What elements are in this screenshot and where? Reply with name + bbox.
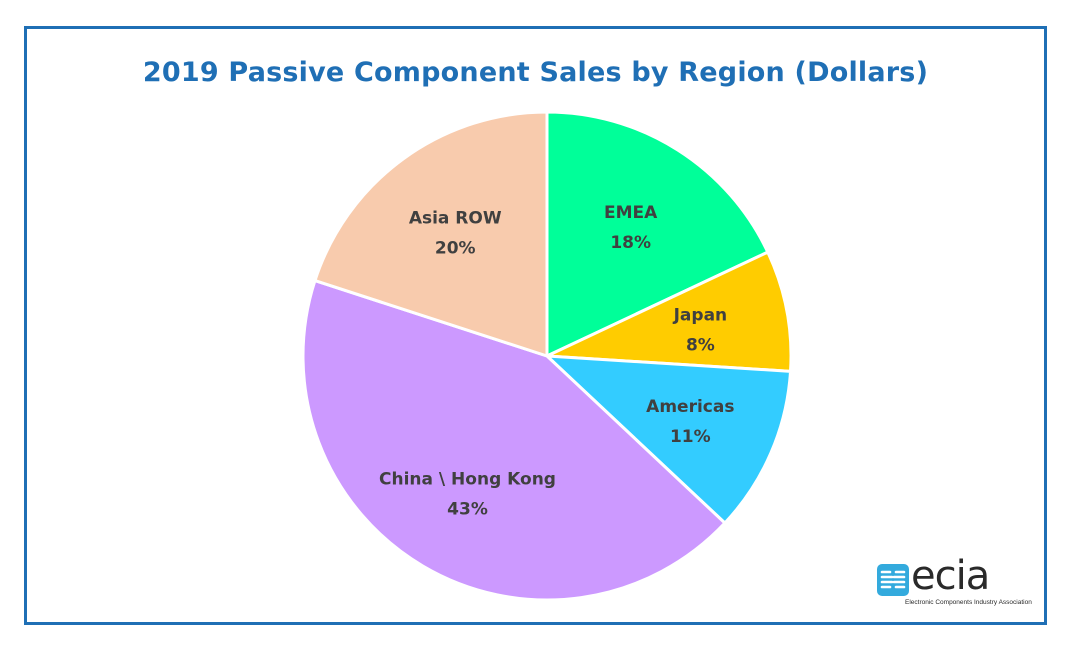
slice-label-asia-row: Asia ROW [409,209,502,229]
slice-label-americas: Americas [646,397,734,417]
slice-label-japan: Japan [673,306,728,326]
pie-slice-asia-row [313,110,549,358]
slice-label-china-hong-kong: China \ Hong Kong [379,469,556,489]
pie-slice-japan [545,250,793,373]
slice-value-emea: 18% [610,233,651,253]
slice-value-japan: 8% [686,336,715,356]
pie-slice-china-hong-kong [301,279,727,602]
ecia-logo: ecia Electronic Components Industry Asso… [877,553,1047,615]
ecia-logo-icon [877,564,909,596]
chart-title: 2019 Passive Component Sales by Region (… [142,57,929,88]
slice-value-americas: 11% [670,427,711,447]
ecia-logo-tagline: Electronic Components Industry Associati… [905,599,1032,606]
pie-labels: EMEA 18% Japan 8% Americas 11% China \ Hong Ko… [379,203,734,519]
slice-value-asia-row: 20% [435,239,476,259]
pie-chart: EMEA 18% Japan 8% Americas 11% China \ Hong Ko… [301,110,793,602]
ecia-logo-wordmark: ecia [911,553,990,599]
pie-slice-americas [545,354,793,525]
chart-frame: 2019 Passive Component Sales by Region (… [24,26,1047,625]
pie-slice-emea [545,110,770,358]
slice-value-china-hong-kong: 43% [447,499,488,519]
slice-label-emea: EMEA [604,203,658,223]
pie-slices [301,110,793,602]
